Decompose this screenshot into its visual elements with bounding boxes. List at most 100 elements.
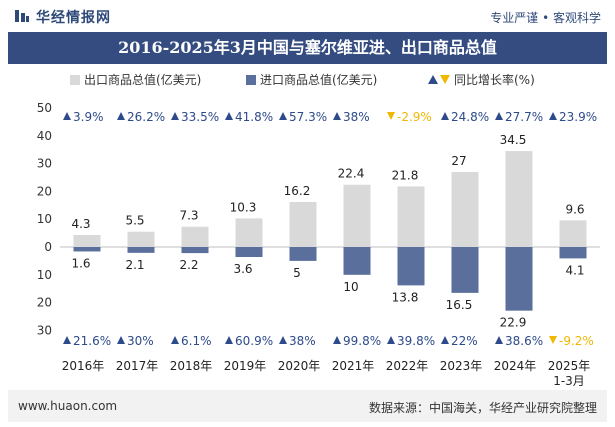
x-axis-categories: 2016年 2017年 2018年 2019年 2020年 2021年 2022年 2023年… (62, 359, 591, 388)
brand-name: 华经情报网 (36, 10, 111, 26)
growth-up-arrow-icon (117, 336, 125, 344)
growth-up-arrow-icon (279, 112, 287, 120)
import-bar (235, 247, 263, 258)
chart-area: 出口商品总值(亿美元) 进口商品总值(亿美元) 同比增长率(%) 5040302… (37, 72, 600, 388)
website-text: www.huaon.com (18, 399, 118, 413)
footer: www.huaon.com 数据来源：中国海关，华经产业研究院整理 (8, 390, 607, 422)
legend-export-label: 出口商品总值(亿美元) (84, 72, 201, 87)
export-bar (559, 220, 587, 247)
x-category-label: 2019年 (224, 359, 267, 373)
export-growth-label: 3.9% (73, 110, 104, 124)
x-category-label: 2024年 (494, 359, 537, 373)
export-growth-label: 27.7% (505, 110, 543, 124)
legend-growth-label: 同比增长率(%) (454, 72, 535, 87)
legend: 出口商品总值(亿美元) 进口商品总值(亿美元) 同比增长率(%) (70, 72, 535, 87)
data-labels: 4.3 1.6 5.5 2.1 7.3 2.2 10.3 3.6 16.2 5 22.4 10 21.8… (71, 133, 584, 330)
growth-up-arrow-icon (495, 112, 503, 120)
growth-up-arrow-icon (171, 112, 179, 120)
legend-import-swatch (246, 75, 256, 85)
export-bar (289, 201, 317, 247)
growth-up-arrow-icon (279, 336, 287, 344)
y-tick-label: 10 (37, 212, 52, 226)
import-growth-label: -9.2% (559, 334, 594, 348)
x-category-label: 2022年 (386, 359, 429, 373)
import-bar (343, 247, 371, 275)
y-tick-label: 40 (37, 129, 52, 143)
import-growth-label: 99.8% (343, 334, 381, 348)
import-bar (397, 247, 425, 286)
export-bar (181, 226, 209, 247)
legend-import-label: 进口商品总值(亿美元) (260, 72, 377, 87)
y-tick-label: 30 (37, 157, 52, 171)
export-bar (397, 186, 425, 247)
import-growth-label: 38% (289, 334, 316, 348)
growth-up-arrow-icon (63, 112, 71, 120)
growth-up-arrow-icon (225, 336, 233, 344)
x-category-label: 2025年 (548, 359, 591, 373)
y-tick-label: 20 (37, 184, 52, 198)
export-growth-label: 38% (343, 110, 370, 124)
export-bar (451, 171, 479, 247)
import-value-label: 13.8 (392, 290, 419, 304)
growth-up-arrow-icon (117, 112, 125, 120)
export-bar (343, 184, 371, 247)
export-value-label: 16.2 (284, 184, 311, 198)
import-value-label: 2.1 (125, 258, 144, 272)
source-text: 数据来源：中国海关，华经产业研究院整理 (368, 401, 597, 415)
import-bar (73, 247, 101, 252)
header: 华经情报网 专业严谨 • 客观科学 (0, 0, 615, 32)
export-growth-label: 33.5% (181, 110, 219, 124)
import-value-label: 3.6 (233, 262, 252, 276)
export-growth-label: 23.9% (559, 110, 597, 124)
x-category-label: 1-3月 (553, 374, 585, 388)
export-growth-label: 41.8% (235, 110, 273, 124)
import-growth-label: 21.6% (73, 334, 111, 348)
growth-down-arrow-icon (549, 336, 557, 344)
export-growth-label: 26.2% (127, 110, 165, 124)
growth-up-arrow-icon (441, 336, 449, 344)
x-category-label: 2016年 (62, 359, 105, 373)
export-value-label: 9.6 (565, 202, 584, 216)
export-value-label: 10.3 (230, 200, 257, 214)
growth-up-arrow-icon (171, 336, 179, 344)
x-category-label: 2020年 (278, 359, 321, 373)
import-value-label: 5 (293, 266, 301, 280)
import-value-label: 22.9 (500, 316, 527, 330)
export-growth-label: 57.3% (289, 110, 327, 124)
export-bar (505, 151, 533, 247)
growth-down-arrow-icon (387, 112, 395, 120)
export-value-label: 5.5 (125, 214, 144, 228)
growth-up-arrow-icon (333, 112, 341, 120)
import-value-label: 16.5 (446, 298, 473, 312)
export-bar (235, 218, 263, 247)
import-bar (289, 247, 317, 261)
growth-up-arrow-icon (549, 112, 557, 120)
x-category-label: 2023年 (440, 359, 483, 373)
y-tick-label: 0 (44, 240, 52, 254)
x-category-label: 2018年 (170, 359, 213, 373)
import-value-label: 10 (343, 280, 358, 294)
export-value-label: 7.3 (179, 209, 198, 223)
import-bar (559, 247, 587, 259)
growth-up-arrow-icon (495, 336, 503, 344)
export-value-label: 22.4 (338, 167, 365, 181)
x-category-label: 2017年 (116, 359, 159, 373)
y-tick-label: 20 (37, 296, 52, 310)
legend-up-arrow-icon (428, 75, 438, 84)
import-bar (505, 247, 533, 311)
growth-up-arrow-icon (441, 112, 449, 120)
import-value-label: 1.6 (71, 256, 90, 270)
import-growth-label: 22% (451, 334, 478, 348)
import-value-label: 4.1 (565, 263, 584, 277)
growth-up-arrow-icon (225, 112, 233, 120)
legend-down-arrow-icon (440, 75, 450, 84)
export-bar (127, 231, 155, 247)
import-growth-label: 6.1% (181, 334, 212, 348)
import-value-label: 2.2 (179, 258, 198, 272)
import-bar (451, 247, 479, 293)
bars (73, 151, 587, 311)
y-tick-label: 10 (37, 268, 52, 282)
export-bar (73, 235, 101, 247)
growth-up-arrow-icon (387, 336, 395, 344)
